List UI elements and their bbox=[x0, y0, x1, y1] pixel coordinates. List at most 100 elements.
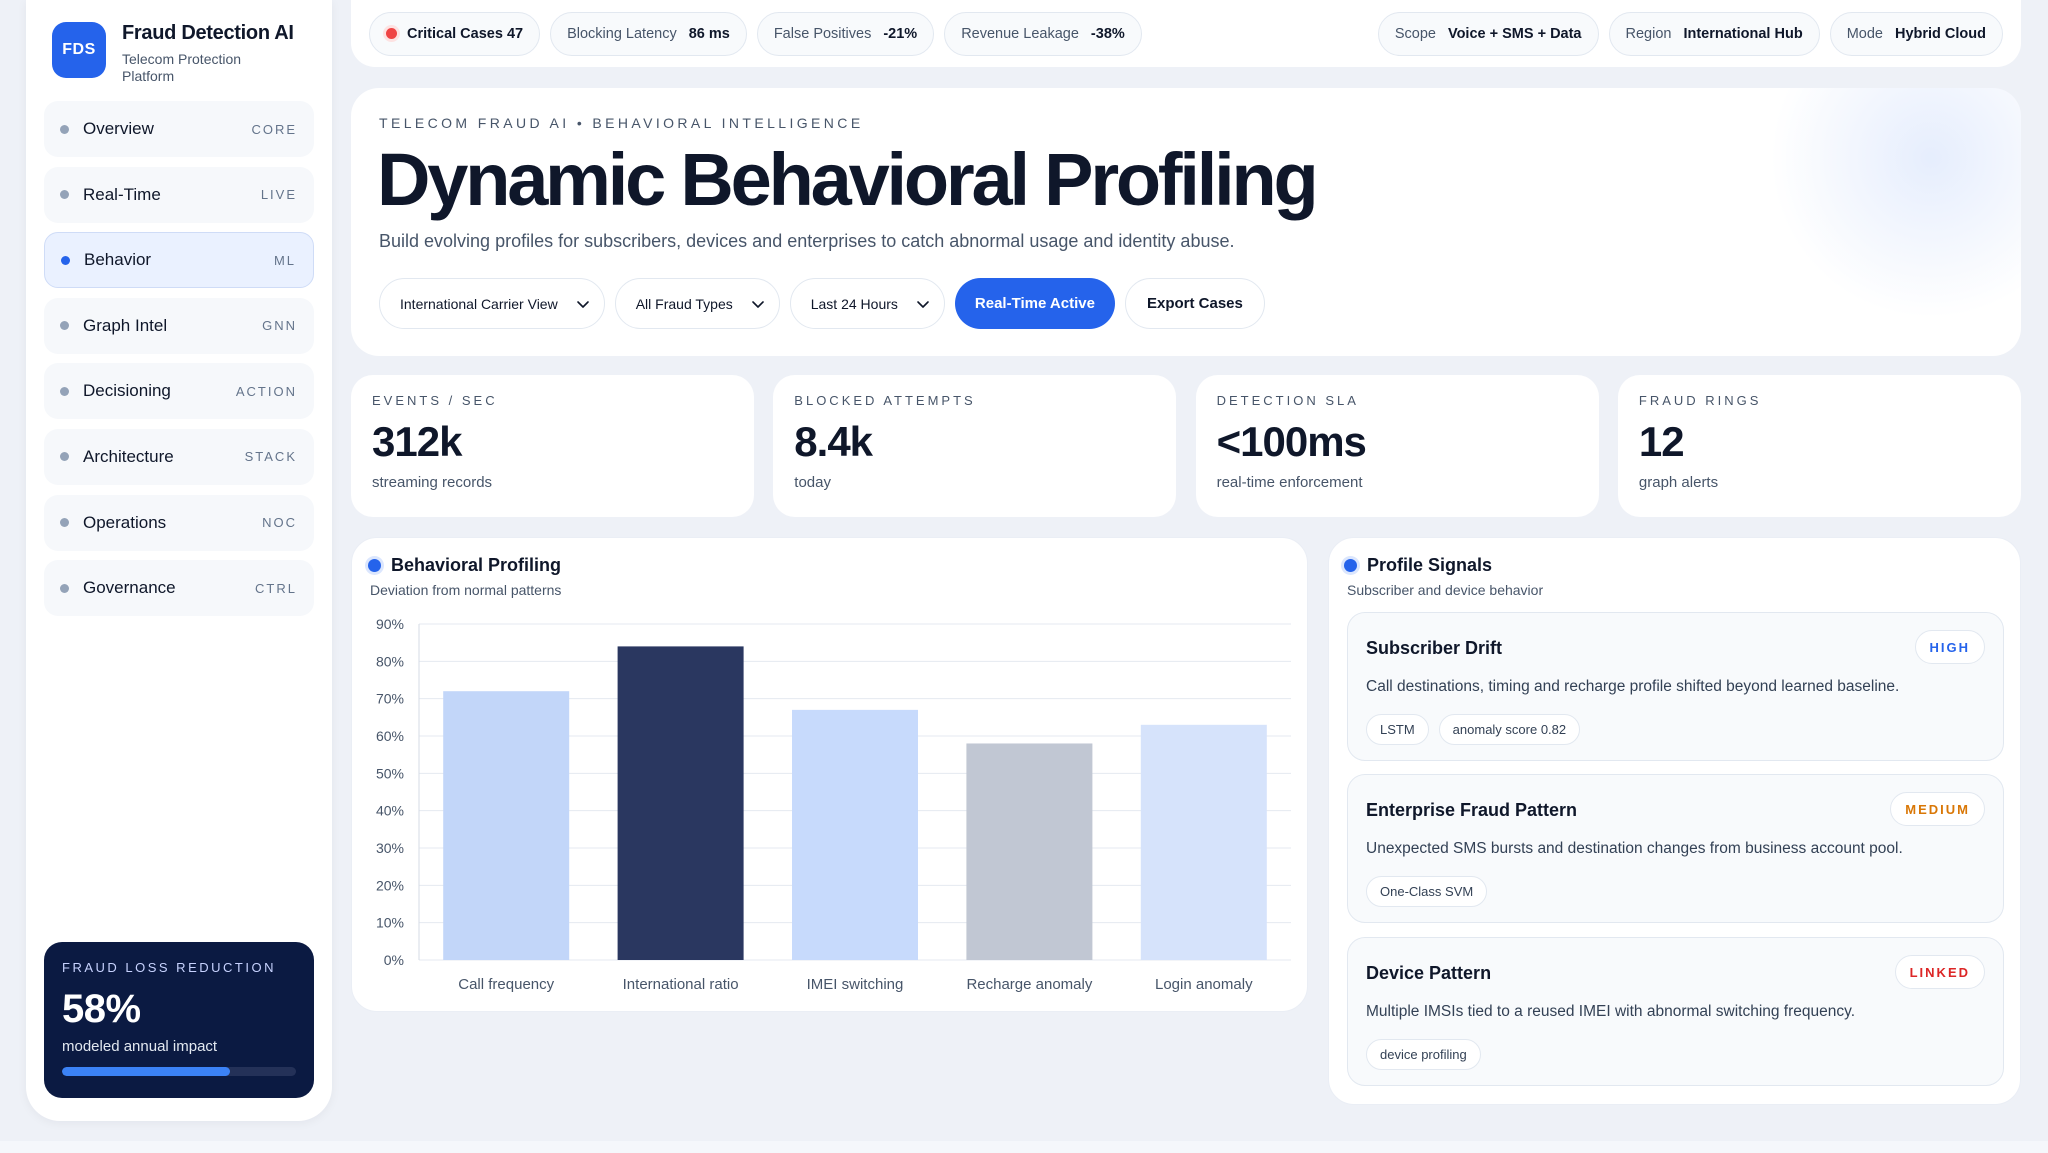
hero-description: Build evolving profiles for subscribers,… bbox=[379, 231, 1235, 251]
mode-pill[interactable]: Mode Hybrid Cloud bbox=[1829, 11, 2003, 56]
false-positives-value: -21% bbox=[883, 25, 918, 42]
nav-dot-icon bbox=[60, 518, 69, 528]
sidebar-item-tag: NOC bbox=[262, 515, 297, 531]
x-tick-label: International ratio bbox=[623, 976, 739, 993]
severity-badge: HIGH bbox=[1914, 630, 1985, 664]
signals-panel-subtitle: Subscriber and device behavior bbox=[1347, 582, 1544, 598]
signals-panel-title: Profile Signals bbox=[1367, 555, 1493, 575]
export-cases-button[interactable]: Export Cases bbox=[1124, 278, 1265, 329]
bar-recharge-anomaly bbox=[966, 743, 1093, 960]
scope-pill[interactable]: Scope Voice + SMS + Data bbox=[1377, 11, 1599, 56]
severity-badge: LINKED bbox=[1894, 955, 1985, 989]
sidebar-item-label: Overview bbox=[83, 119, 154, 138]
critical-cases-pill[interactable]: Critical Cases 47 bbox=[369, 11, 541, 56]
y-tick-label: 20% bbox=[376, 877, 404, 893]
scope-value: Voice + SMS + Data bbox=[1447, 25, 1582, 42]
brand-subtitle: Telecom Protection Platform bbox=[122, 51, 242, 84]
stat-value: <100ms bbox=[1216, 418, 1367, 465]
profile-signals-panel: Profile Signals Subscriber and device be… bbox=[1328, 537, 2021, 1105]
model-chip: LSTM bbox=[1366, 714, 1429, 745]
critical-cases-text: Critical Cases 47 bbox=[407, 25, 524, 42]
sidebar-item-overview[interactable]: Overview CORE bbox=[44, 101, 314, 157]
chevron-down-icon bbox=[576, 300, 589, 308]
y-tick-label: 0% bbox=[384, 952, 404, 968]
y-tick-label: 60% bbox=[376, 728, 404, 744]
sidebar-item-label: Governance bbox=[83, 578, 176, 598]
page-title: Dynamic Behavioral Profiling bbox=[377, 138, 1319, 221]
x-tick-label: Recharge anomaly bbox=[966, 976, 1092, 993]
region-label: Region bbox=[1625, 25, 1672, 42]
x-tick-label: Login anomaly bbox=[1155, 976, 1253, 993]
bar-login-anomaly bbox=[1140, 724, 1267, 960]
signal-card-subscriber-drift[interactable]: Subscriber Drift HIGH Call destinations,… bbox=[1347, 612, 2004, 761]
sidebar-item-label: Architecture bbox=[83, 446, 174, 466]
loss-card-kicker: FRAUD LOSS REDUCTION bbox=[62, 960, 276, 975]
nav-dot-icon bbox=[60, 124, 69, 134]
signal-chips: device profiling bbox=[1366, 1039, 1491, 1070]
y-tick-label: 90% bbox=[376, 616, 404, 632]
time-range-value: Last 24 Hours bbox=[810, 295, 898, 312]
stat-kicker: FRAUD RINGS bbox=[1638, 393, 1762, 408]
page-bottom-strip bbox=[0, 1141, 2048, 1153]
loss-progress-bar bbox=[62, 1067, 296, 1076]
nav-dot-icon bbox=[60, 386, 69, 396]
nav-dot-icon bbox=[61, 255, 70, 265]
sidebar-item-label: Real-Time bbox=[83, 184, 161, 204]
model-chip: One-Class SVM bbox=[1366, 876, 1488, 907]
sidebar-item-tag: ACTION bbox=[235, 383, 297, 399]
stat-value: 312k bbox=[372, 418, 462, 465]
nav-dot-icon bbox=[60, 321, 69, 331]
bar-call-frequency bbox=[443, 691, 570, 960]
chevron-down-icon bbox=[751, 300, 764, 308]
signal-chips: One-Class SVM bbox=[1366, 876, 1497, 907]
chart-panel-subtitle: Deviation from normal patterns bbox=[370, 582, 562, 598]
sidebar-item-tag: STACK bbox=[244, 449, 297, 465]
carrier-view-select[interactable]: International Carrier View bbox=[379, 278, 605, 329]
signal-card-device-pattern[interactable]: Device Pattern LINKED Multiple IMSIs tie… bbox=[1347, 937, 2004, 1086]
sidebar-item-operations[interactable]: Operations NOC bbox=[44, 494, 314, 551]
signal-description: Unexpected SMS bursts and destination ch… bbox=[1366, 840, 1903, 857]
y-tick-label: 50% bbox=[376, 765, 404, 781]
blocking-latency-label: Blocking Latency bbox=[567, 25, 677, 42]
stat-kicker: BLOCKED ATTEMPTS bbox=[794, 393, 976, 408]
scope-label: Scope bbox=[1394, 25, 1436, 42]
sidebar-item-tag: CORE bbox=[251, 121, 297, 137]
sidebar-item-architecture[interactable]: Architecture STACK bbox=[44, 428, 314, 485]
sidebar-item-behavior[interactable]: Behavior ML bbox=[44, 232, 314, 289]
signal-title: Device Pattern bbox=[1366, 963, 1492, 983]
false-positives-label: False Positives bbox=[773, 25, 872, 42]
hero-panel: TELECOM FRAUD AI • BEHAVIORAL INTELLIGEN… bbox=[351, 88, 2021, 356]
blocking-latency-value: 86 ms bbox=[688, 25, 730, 42]
sidebar-item-label: Graph Intel bbox=[83, 315, 168, 335]
stat-card-blocked: BLOCKED ATTEMPTS 8.4k today bbox=[773, 375, 1177, 517]
panel-header: Behavioral Profiling bbox=[368, 555, 561, 576]
sidebar-item-real-time[interactable]: Real-Time LIVE bbox=[44, 166, 314, 223]
time-range-select[interactable]: Last 24 Hours bbox=[789, 278, 945, 329]
sidebar-item-tag: ML bbox=[273, 252, 296, 268]
sidebar-item-tag: GNN bbox=[262, 318, 297, 334]
blocking-latency-pill[interactable]: Blocking Latency 86 ms bbox=[550, 11, 747, 56]
sidebar-item-governance[interactable]: Governance CTRL bbox=[44, 560, 314, 617]
y-tick-label: 10% bbox=[376, 915, 404, 931]
panel-dot-icon bbox=[1344, 559, 1357, 572]
y-tick-label: 80% bbox=[376, 653, 404, 669]
real-time-active-button[interactable]: Real-Time Active bbox=[954, 278, 1115, 329]
stat-card-rings: FRAUD RINGS 12 graph alerts bbox=[1617, 375, 2021, 517]
sidebar-item-decisioning[interactable]: Decisioning ACTION bbox=[44, 363, 314, 420]
signal-title: Enterprise Fraud Pattern bbox=[1366, 800, 1578, 820]
fraud-types-select[interactable]: All Fraud Types bbox=[614, 278, 780, 329]
score-chip: anomaly score 0.82 bbox=[1438, 714, 1581, 745]
sidebar: FDS Fraud Detection AI Telecom Protectio… bbox=[26, 0, 332, 1121]
sidebar-item-graph-intel[interactable]: Graph Intel GNN bbox=[44, 297, 314, 354]
severity-badge: MEDIUM bbox=[1890, 792, 1985, 826]
revenue-leakage-pill[interactable]: Revenue Leakage -38% bbox=[944, 11, 1142, 56]
stat-value: 8.4k bbox=[794, 418, 873, 465]
panel-header: Profile Signals bbox=[1344, 555, 1492, 576]
sidebar-item-label: Decisioning bbox=[83, 381, 171, 401]
sidebar-item-label: Operations bbox=[83, 512, 167, 532]
fraud-loss-reduction-card: FRAUD LOSS REDUCTION 58% modeled annual … bbox=[44, 942, 314, 1098]
brand-logo: FDS bbox=[52, 22, 106, 78]
signal-card-enterprise-fraud[interactable]: Enterprise Fraud Pattern MEDIUM Unexpect… bbox=[1347, 774, 2004, 923]
region-pill[interactable]: Region International Hub bbox=[1608, 11, 1820, 56]
false-positives-pill[interactable]: False Positives -21% bbox=[756, 11, 935, 56]
